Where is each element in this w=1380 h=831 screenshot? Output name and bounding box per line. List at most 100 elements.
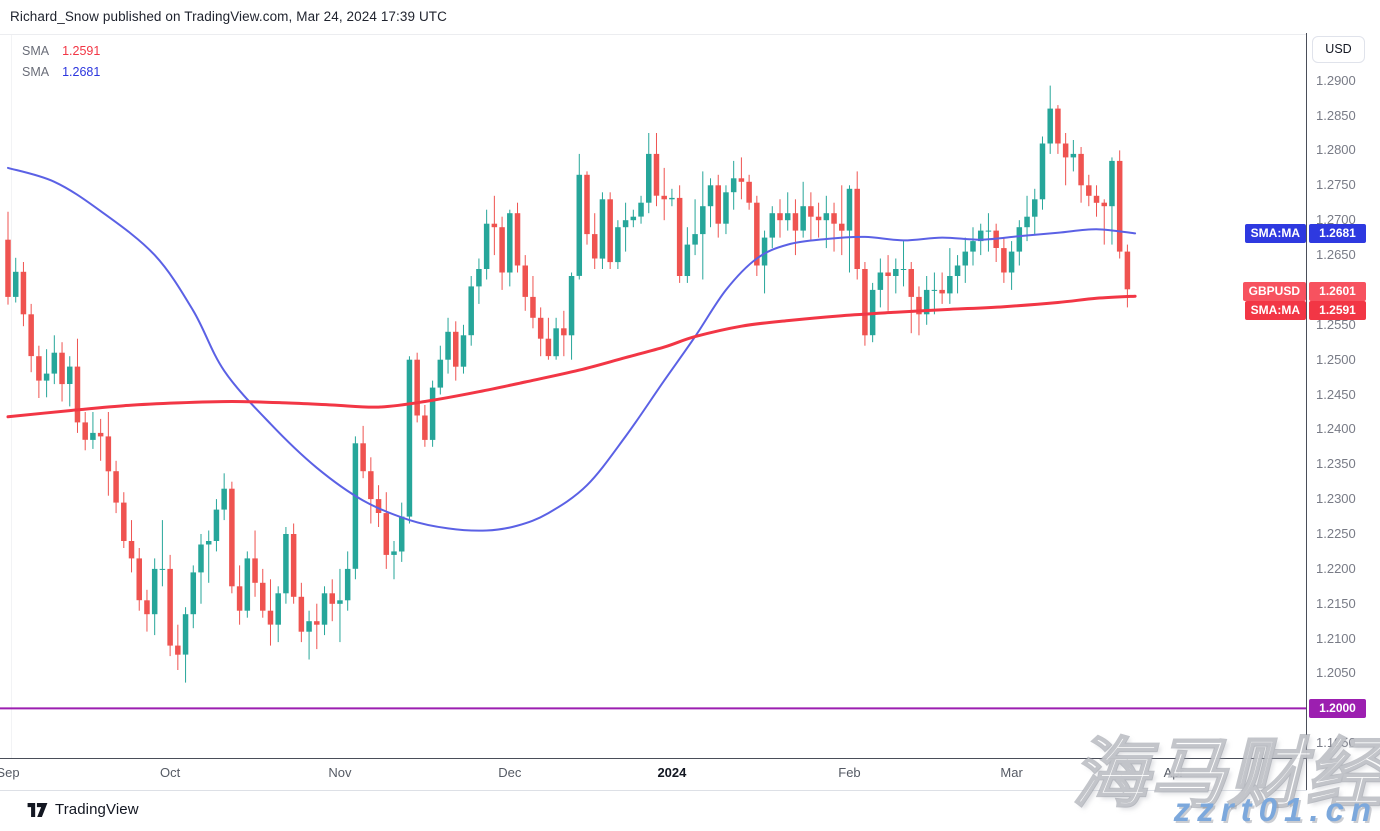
candle-up bbox=[893, 269, 899, 276]
candle-down bbox=[522, 265, 528, 297]
candle-up bbox=[646, 153, 652, 203]
time-tick-feb: Feb bbox=[838, 765, 861, 780]
sma-fast-line bbox=[7, 166, 1137, 532]
time-tick-apr: Apr bbox=[1163, 765, 1184, 780]
candle-down bbox=[290, 534, 297, 597]
candle-up bbox=[923, 289, 930, 315]
candle-up bbox=[1008, 251, 1015, 273]
price-tick: 1.2400 bbox=[1316, 421, 1356, 437]
candle-down bbox=[252, 558, 258, 583]
candle-down bbox=[661, 195, 667, 200]
candle-up bbox=[553, 328, 559, 357]
tradingview-brand[interactable]: TradingView bbox=[26, 801, 139, 818]
candle-up bbox=[769, 213, 776, 238]
time-tick-oct: Oct bbox=[159, 765, 181, 780]
time-tick-2024: 2024 bbox=[657, 765, 687, 780]
candle-down bbox=[839, 223, 845, 231]
price-axis[interactable]: USD 1.2900 1.2850 1.2800 1.2750 1.2700 1.2650… bbox=[1308, 0, 1380, 791]
candle-down bbox=[1001, 248, 1007, 273]
candle-up bbox=[275, 593, 281, 625]
candle-down bbox=[916, 296, 922, 315]
candle-up bbox=[1109, 160, 1115, 207]
legend-row-sma-slow[interactable]: SMA 1.2591 bbox=[22, 40, 100, 61]
candle-down bbox=[175, 645, 181, 655]
candle-up bbox=[707, 185, 714, 207]
candle-up bbox=[190, 572, 197, 615]
candle-up bbox=[398, 516, 405, 552]
currency-toggle-button[interactable]: USD bbox=[1312, 36, 1365, 63]
candle-down bbox=[491, 223, 498, 228]
candle-up bbox=[283, 534, 289, 594]
candle-down bbox=[298, 596, 305, 632]
candle-down bbox=[754, 202, 760, 266]
legend-row-sma-fast[interactable]: SMA 1.2681 bbox=[22, 61, 100, 82]
indicator-value: 1.2681 bbox=[62, 64, 101, 79]
candle-up bbox=[221, 488, 227, 510]
candle-down bbox=[144, 600, 150, 615]
candle-up bbox=[468, 286, 474, 336]
candle-up bbox=[244, 558, 251, 611]
candle-down bbox=[854, 188, 860, 269]
candle-up bbox=[962, 251, 969, 266]
time-axis[interactable]: Sep Oct Nov Dec 2024 Feb Mar Apr bbox=[0, 758, 1307, 791]
candle-up bbox=[460, 335, 467, 367]
candle-up bbox=[931, 289, 938, 291]
candle-up bbox=[761, 237, 768, 266]
candle-down bbox=[777, 213, 783, 221]
price-tick: 1.2300 bbox=[1316, 491, 1356, 507]
candle-down bbox=[831, 213, 837, 224]
sma-slow-line bbox=[6, 294, 1137, 419]
candle-up bbox=[970, 241, 976, 252]
candle-down bbox=[584, 174, 590, 235]
candle-up bbox=[205, 541, 212, 545]
candle-up bbox=[337, 600, 343, 604]
candle-up bbox=[51, 352, 58, 374]
candle-up bbox=[151, 568, 158, 615]
candle-down bbox=[908, 269, 914, 297]
candle-up bbox=[568, 276, 575, 336]
candle-down bbox=[74, 366, 81, 423]
candle-up bbox=[43, 373, 50, 381]
indicator-label: SMA bbox=[22, 43, 50, 58]
candle-down bbox=[167, 568, 173, 646]
watermark-cjk: 海马财经 bbox=[1071, 731, 1380, 818]
candle-down bbox=[360, 443, 366, 472]
sma-name-label: SMA:MA bbox=[1244, 223, 1306, 243]
time-tick-dec: Dec bbox=[498, 765, 522, 780]
candle-up bbox=[1039, 143, 1046, 200]
candle-down bbox=[113, 471, 119, 503]
candle-down bbox=[1101, 202, 1107, 207]
candle-up bbox=[622, 220, 629, 228]
price-chart-pane[interactable] bbox=[0, 0, 1307, 791]
candle-down bbox=[1116, 160, 1123, 252]
price-tick: 1.2750 bbox=[1316, 177, 1356, 193]
candle-down bbox=[260, 582, 266, 611]
candle-up bbox=[900, 269, 907, 270]
candle-up bbox=[321, 593, 328, 625]
candle-down bbox=[530, 296, 536, 318]
candle-down bbox=[136, 558, 142, 601]
candle-up bbox=[1024, 216, 1030, 228]
candle-up bbox=[1070, 153, 1077, 158]
candle-up bbox=[213, 509, 220, 541]
time-tick-sep: Sep bbox=[0, 765, 20, 780]
candle-up bbox=[684, 244, 691, 276]
candle-down bbox=[537, 317, 544, 339]
candle-down bbox=[1055, 108, 1061, 144]
indicator-value: 1.2591 bbox=[62, 43, 101, 58]
candle-up bbox=[800, 206, 806, 231]
candle-up bbox=[723, 192, 729, 224]
publication-title: Richard_Snow published on TradingView.co… bbox=[10, 9, 447, 24]
candle-down bbox=[267, 610, 274, 625]
axis-value-label: 1.2591 bbox=[1309, 301, 1366, 321]
price-tick: 1.2500 bbox=[1316, 351, 1356, 367]
candle-up bbox=[846, 188, 853, 231]
candle-down bbox=[236, 586, 243, 611]
candle-up bbox=[182, 614, 189, 655]
candle-down bbox=[591, 234, 598, 259]
candle-up bbox=[483, 223, 490, 269]
candle-down bbox=[862, 269, 868, 336]
price-tick: 1.2700 bbox=[1316, 212, 1356, 228]
candles-group bbox=[5, 85, 1131, 683]
